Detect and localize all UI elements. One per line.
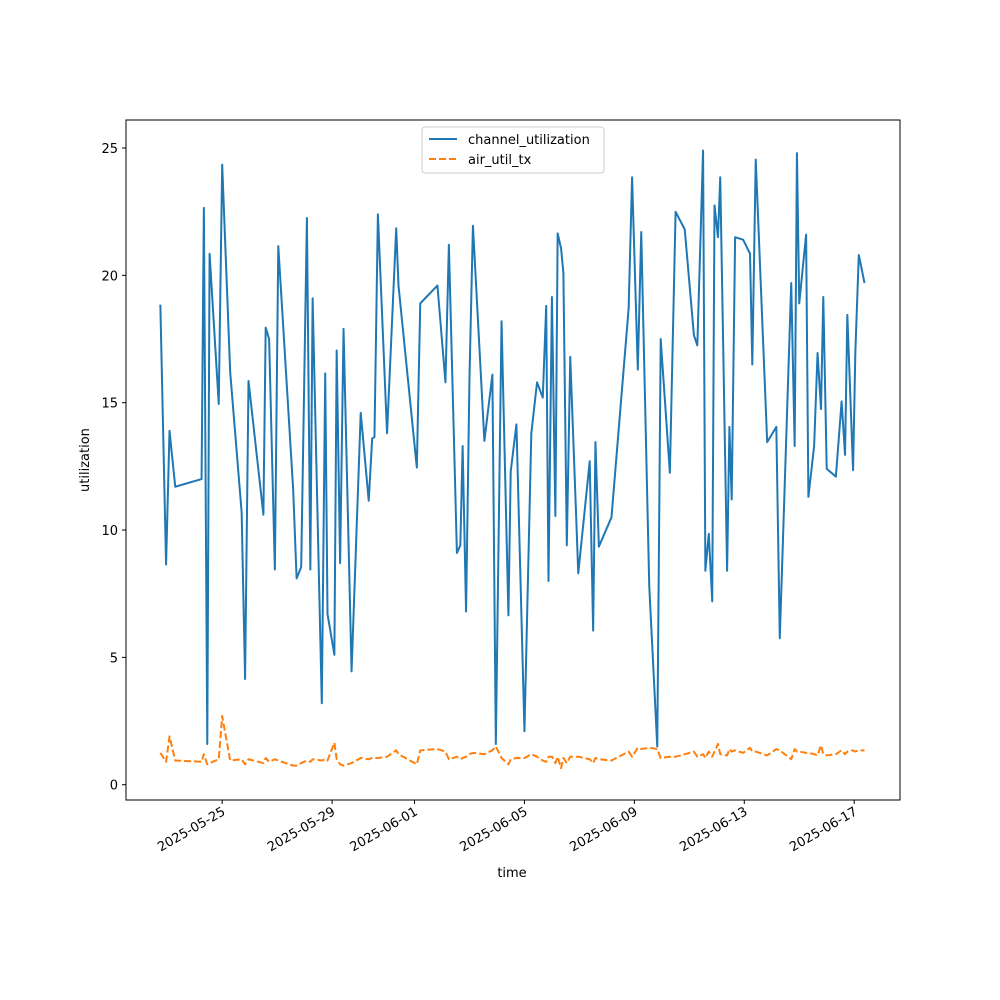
plot-frame xyxy=(125,119,901,801)
y-tick-label: 20 xyxy=(101,269,118,284)
y-tick-label: 0 xyxy=(110,779,118,794)
legend-label: air_util_tx xyxy=(468,153,532,168)
legend-label: channel_utilization xyxy=(468,133,590,148)
y-axis-label: utilization xyxy=(78,428,93,492)
x-tick-label: 2025-06-09 xyxy=(567,804,640,855)
legend-box xyxy=(421,126,605,174)
x-tick-label: 2025-06-05 xyxy=(458,804,531,855)
y-tick-label: 15 xyxy=(101,397,118,412)
x-tick-label: 2025-06-17 xyxy=(787,804,860,855)
y-tick-label: 10 xyxy=(101,524,118,539)
series-line xyxy=(159,714,865,770)
series-line xyxy=(159,149,866,748)
y-tick-label: 25 xyxy=(101,142,118,157)
x-tick-label: 2025-06-13 xyxy=(677,804,750,855)
x-tick-label: 2025-05-25 xyxy=(155,804,228,855)
y-tick-label: 5 xyxy=(110,651,118,666)
x-tick-label: 2025-06-01 xyxy=(348,804,421,855)
x-axis-label: time xyxy=(497,866,526,881)
legend: channel_utilization air_util_tx xyxy=(421,126,605,174)
x-tick-label: 2025-05-29 xyxy=(265,804,338,855)
